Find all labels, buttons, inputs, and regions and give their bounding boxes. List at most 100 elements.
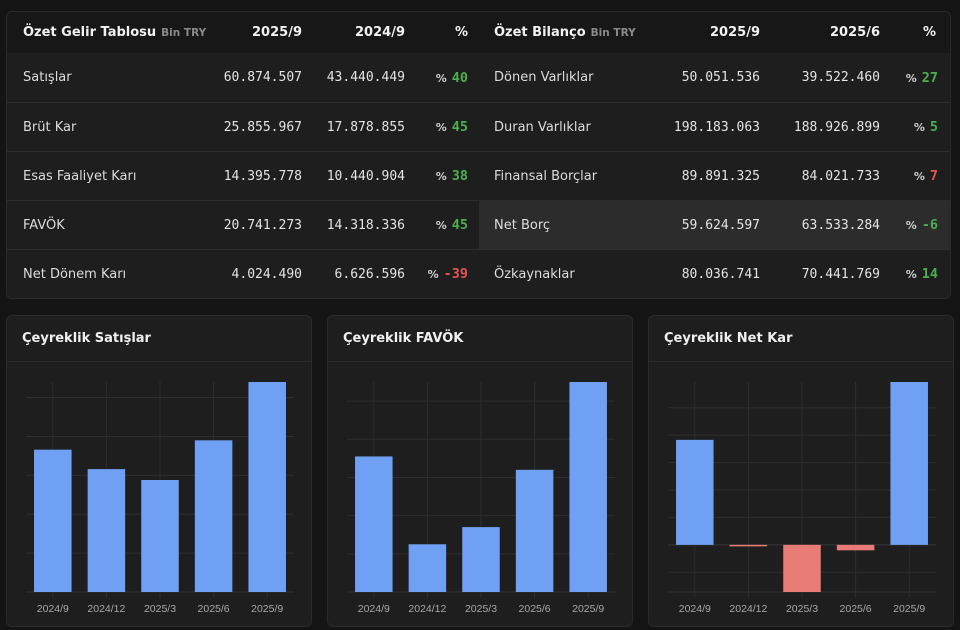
- x-tick-label: 2024/9: [37, 603, 69, 615]
- change-percent: % 38: [405, 168, 468, 184]
- chart-svg: 2024/9 2024/12 2025/3 2025/6 2025/9: [668, 382, 936, 615]
- table-row: Net Dönem Karı 4.024.490 6.626.596% -39: [7, 249, 479, 298]
- row-label: Finansal Borçlar: [494, 168, 598, 184]
- balance-table-header: Özet Bilanço Bin TRY 2025/9 2025/6 %: [479, 12, 950, 53]
- change-percent: % -39: [405, 266, 468, 282]
- x-tick-label: 2025/9: [572, 603, 604, 615]
- previous-value: 10.440.904: [326, 168, 405, 184]
- row-label: Net Borç: [494, 217, 551, 233]
- row-label: Net Dönem Karı: [23, 266, 127, 282]
- percent-sign: %: [435, 71, 447, 85]
- bar-2025-3[interactable]: [141, 480, 179, 592]
- bar-2025-6[interactable]: [194, 440, 233, 592]
- previous-value: 17.878.855: [326, 119, 405, 135]
- row-label: Brüt Kar: [23, 119, 77, 135]
- change-percent: % 27: [880, 70, 938, 86]
- x-tick-label: 2025/6: [840, 603, 872, 615]
- bar-2025-9[interactable]: [248, 382, 286, 592]
- current-value: 89.891.325: [681, 168, 760, 184]
- x-tick-label: 2025/9: [251, 603, 283, 615]
- bar-2024-12[interactable]: [87, 469, 126, 592]
- percent-value: 14: [921, 266, 938, 282]
- x-tick-label: 2025/9: [893, 603, 925, 615]
- row-label: Dönen Varlıklar: [494, 70, 594, 85]
- current-value: 80.036.741: [681, 266, 760, 282]
- chart-title: Çeyreklik Satışlar: [7, 316, 311, 362]
- row-label: Esas Faaliyet Karı: [23, 168, 137, 184]
- percent-value: -6: [921, 217, 938, 233]
- table-row: Duran Varlıklar 198.183.063 188.926.899% 5: [479, 102, 950, 151]
- column-header: 2025/9: [710, 25, 760, 40]
- bar-2024-12[interactable]: [729, 544, 768, 547]
- bar-2025-6[interactable]: [515, 469, 554, 592]
- percent-value: 45: [451, 119, 468, 135]
- previous-value: 188.926.899: [793, 119, 880, 135]
- balance-sheet-table: Özet Bilanço Bin TRY 2025/9 2025/6 % Dön…: [479, 12, 950, 298]
- table-row: Satışlar 60.874.507 43.440.449% 40: [7, 53, 479, 102]
- percent-sign: %: [913, 121, 925, 134]
- previous-value: 63.533.284: [801, 217, 880, 233]
- table-row: Özkaynaklar 80.036.741 70.441.769% 14: [479, 249, 950, 298]
- x-tick-label: 2025/6: [519, 603, 551, 615]
- table-row: Finansal Borçlar 89.891.325 84.021.733% 7: [479, 151, 950, 200]
- change-percent: % 40: [405, 70, 468, 86]
- previous-value: 43.440.449: [326, 70, 405, 85]
- percent-sign: %: [905, 268, 917, 281]
- column-header: 2025/9: [252, 25, 302, 40]
- chart-title: Çeyreklik FAVÖK: [328, 316, 632, 362]
- bar-2024-9[interactable]: [676, 439, 714, 545]
- balance-table-unit: Bin TRY: [590, 27, 636, 39]
- quarterly-sales-chart: Çeyreklik Satışlar 2024/9 2024/12 2025/3 20…: [6, 315, 312, 627]
- percent-value: 38: [451, 168, 468, 184]
- column-header: 2025/6: [830, 25, 880, 40]
- percent-sign: %: [913, 170, 925, 183]
- percent-value: 7: [929, 168, 938, 184]
- bar-2025-3[interactable]: [462, 527, 500, 592]
- bar-2024-9[interactable]: [355, 456, 393, 592]
- percent-sign: %: [905, 71, 917, 85]
- change-percent: % 14: [880, 266, 938, 282]
- x-tick-label: 2024/12: [87, 603, 125, 615]
- x-tick-label: 2024/9: [679, 603, 711, 615]
- column-header: %: [922, 25, 936, 40]
- x-tick-label: 2024/12: [729, 603, 767, 615]
- bar-2025-9[interactable]: [569, 382, 607, 592]
- table-row: Dönen Varlıklar 50.051.536 39.522.460% 27: [479, 53, 950, 102]
- percent-value: 5: [929, 119, 938, 135]
- table-row: FAVÖK 20.741.273 14.318.336% 45: [7, 200, 479, 249]
- change-percent: % 5: [880, 119, 938, 135]
- table-row: Brüt Kar 25.855.967 17.878.855% 45: [7, 102, 479, 151]
- percent-sign: %: [427, 268, 439, 281]
- change-percent: % 45: [405, 217, 468, 233]
- income-table-header: Özet Gelir Tablosu Bin TRY 2025/9 2024/9…: [7, 12, 479, 53]
- percent-value: -39: [443, 266, 468, 282]
- current-value: 60.874.507: [223, 70, 302, 85]
- percent-value: 45: [451, 217, 468, 233]
- current-value: 50.051.536: [681, 70, 760, 85]
- bar-2024-9[interactable]: [34, 449, 72, 592]
- x-tick-label: 2025/3: [144, 603, 176, 615]
- column-header: 2024/9: [355, 25, 405, 40]
- bar-2025-9[interactable]: [890, 382, 928, 545]
- column-header: %: [454, 25, 468, 40]
- bar-2025-3[interactable]: [783, 544, 821, 592]
- x-tick-label: 2024/9: [358, 603, 390, 615]
- percent-sign: %: [435, 219, 447, 232]
- x-tick-label: 2024/12: [408, 603, 446, 615]
- previous-value: 14.318.336: [326, 217, 405, 233]
- table-row: Net Borç 59.624.597 63.533.284% -6: [479, 200, 950, 249]
- row-label: Satışlar: [23, 70, 72, 85]
- bar-2024-12[interactable]: [408, 544, 447, 592]
- x-tick-label: 2025/3: [786, 603, 818, 615]
- percent-value: 27: [921, 69, 938, 86]
- change-percent: % -6: [880, 217, 938, 233]
- income-table-title: Özet Gelir Tablosu: [23, 25, 157, 40]
- row-label: FAVÖK: [23, 217, 65, 233]
- current-value: 25.855.967: [223, 119, 302, 135]
- percent-sign: %: [435, 170, 447, 183]
- previous-value: 6.626.596: [334, 266, 405, 282]
- summary-tables-card: Özet Gelir Tablosu Bin TRY 2025/9 2024/9…: [6, 11, 951, 299]
- chart-svg: 2024/9 2024/12 2025/3 2025/6 2025/9: [26, 382, 294, 615]
- x-tick-label: 2025/6: [198, 603, 230, 615]
- bar-2025-6[interactable]: [836, 544, 875, 551]
